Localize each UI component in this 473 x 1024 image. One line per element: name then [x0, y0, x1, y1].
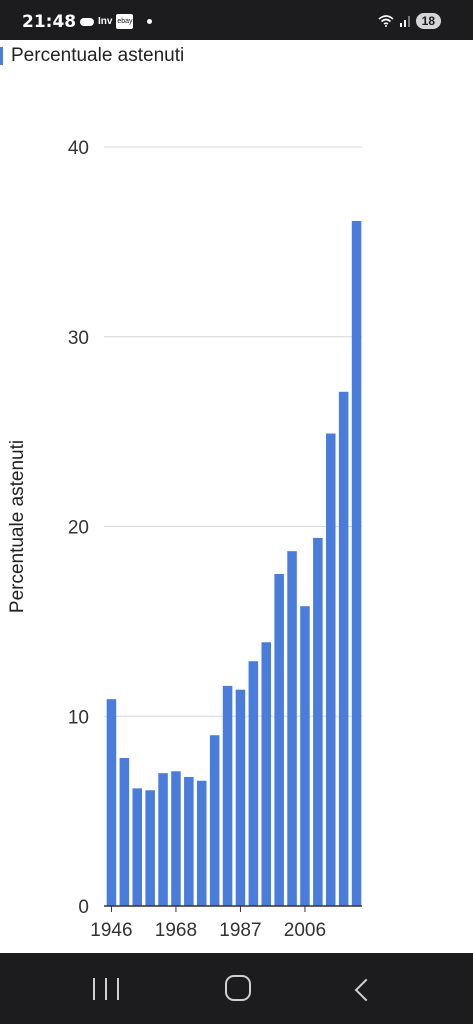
bar [209, 735, 220, 906]
chart-legend: Percentuale astenuti [0, 45, 184, 67]
bar [196, 780, 207, 906]
y-tick-label: 30 [68, 328, 89, 349]
x-tick-label: 2006 [284, 920, 326, 941]
bar [235, 689, 246, 906]
x-tick-label: 1946 [90, 920, 132, 941]
bar [351, 221, 362, 906]
bar [158, 773, 168, 906]
battery-indicator: 18 [415, 13, 441, 29]
notification-icons: Inv ebay [80, 14, 153, 29]
x-tick-label: 1987 [219, 920, 261, 941]
navigation-bar [0, 953, 473, 1024]
legend-label: Percentuale astenuti [11, 45, 185, 66]
bar [119, 757, 130, 906]
bar [222, 685, 233, 906]
y-tick-label: 10 [68, 707, 89, 728]
bar [261, 642, 272, 906]
bar [132, 788, 143, 906]
bar [106, 699, 117, 906]
bar [274, 573, 284, 906]
cloud-icon [80, 17, 94, 26]
more-notifications-icon [147, 19, 153, 24]
status-right: 18 [378, 13, 441, 29]
bar [325, 433, 336, 906]
y-axis-label: Percentuale astenuti [7, 440, 28, 613]
bar [338, 391, 349, 907]
bar [171, 771, 181, 906]
bar [248, 661, 259, 906]
bar-chart: 0 10 20 30 40 1946 1968 1987 2006 Percentuale ast… [7, 138, 362, 941]
bar [184, 776, 194, 906]
home-button[interactable] [225, 975, 251, 1001]
wifi-icon [378, 15, 394, 27]
status-bar: 21:48 Inv ebay 18 [0, 0, 473, 40]
bar [313, 537, 323, 906]
ebay-app-icon: ebay [116, 14, 134, 29]
signal-icon [399, 16, 410, 27]
back-button[interactable] [354, 978, 378, 1002]
legend-swatch [0, 47, 3, 65]
bar [145, 790, 155, 906]
bar [300, 606, 310, 906]
y-tick-label: 20 [68, 518, 89, 539]
recent-apps-button[interactable] [93, 975, 119, 1003]
bar [287, 551, 297, 906]
status-time: 21:48 [22, 12, 77, 32]
y-tick-label: 0 [78, 897, 89, 918]
x-tick-label: 1968 [155, 920, 197, 941]
inv-app-icon: Inv [98, 16, 113, 27]
y-tick-label: 40 [68, 138, 89, 159]
